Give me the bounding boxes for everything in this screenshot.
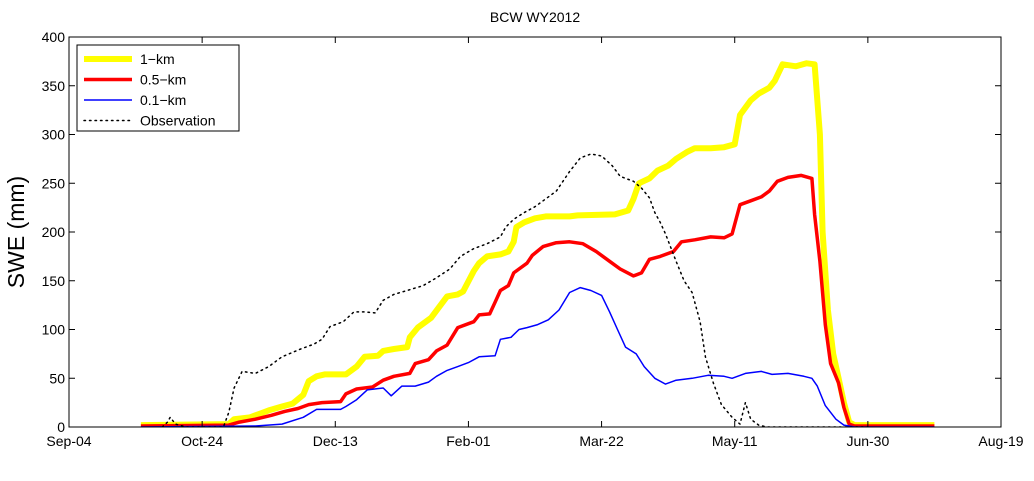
x-tick-label: Sep-04 xyxy=(46,433,91,449)
x-tick-label: Oct-24 xyxy=(181,433,223,449)
chart-title: BCW WY2012 xyxy=(490,9,580,25)
legend-label-0: 1−km xyxy=(140,51,175,67)
legend-label-2: 0.1−km xyxy=(140,92,186,108)
y-tick-label: 400 xyxy=(42,29,66,45)
x-tick-label: Aug-19 xyxy=(978,433,1023,449)
axes: Sep-04 Oct-24 Dec-13 Feb-01 Mar-22 May-11 Jun-… xyxy=(42,29,1024,449)
y-tick-label: 0 xyxy=(57,419,65,435)
series-line-1 xyxy=(140,173,935,427)
series-line-0 xyxy=(140,60,935,427)
plot-area xyxy=(140,60,935,427)
y-tick-label: 350 xyxy=(42,78,66,94)
legend-label-3: Observation xyxy=(140,113,215,129)
y-tick-label: 150 xyxy=(42,273,66,289)
x-tick-label: May-11 xyxy=(712,433,758,449)
legend: 1−km 0.5−km 0.1−km Observation xyxy=(76,44,240,132)
y-tick-label: 300 xyxy=(42,127,66,143)
x-tick-label: Feb-01 xyxy=(446,433,491,449)
y-tick-label: 100 xyxy=(42,322,66,338)
x-tick-label: Dec-13 xyxy=(313,433,358,449)
y-tick-label: 50 xyxy=(49,370,65,386)
x-tick-label: Jun-30 xyxy=(846,433,889,449)
series-line-2 xyxy=(140,286,935,427)
y-tick-label: 200 xyxy=(42,224,66,240)
x-tick-label: Mar-22 xyxy=(579,433,624,449)
y-axis-label: SWE (mm) xyxy=(3,176,29,288)
y-tick-label: 250 xyxy=(42,175,66,191)
legend-label-1: 0.5−km xyxy=(140,72,186,88)
series-line-3 xyxy=(161,153,869,427)
